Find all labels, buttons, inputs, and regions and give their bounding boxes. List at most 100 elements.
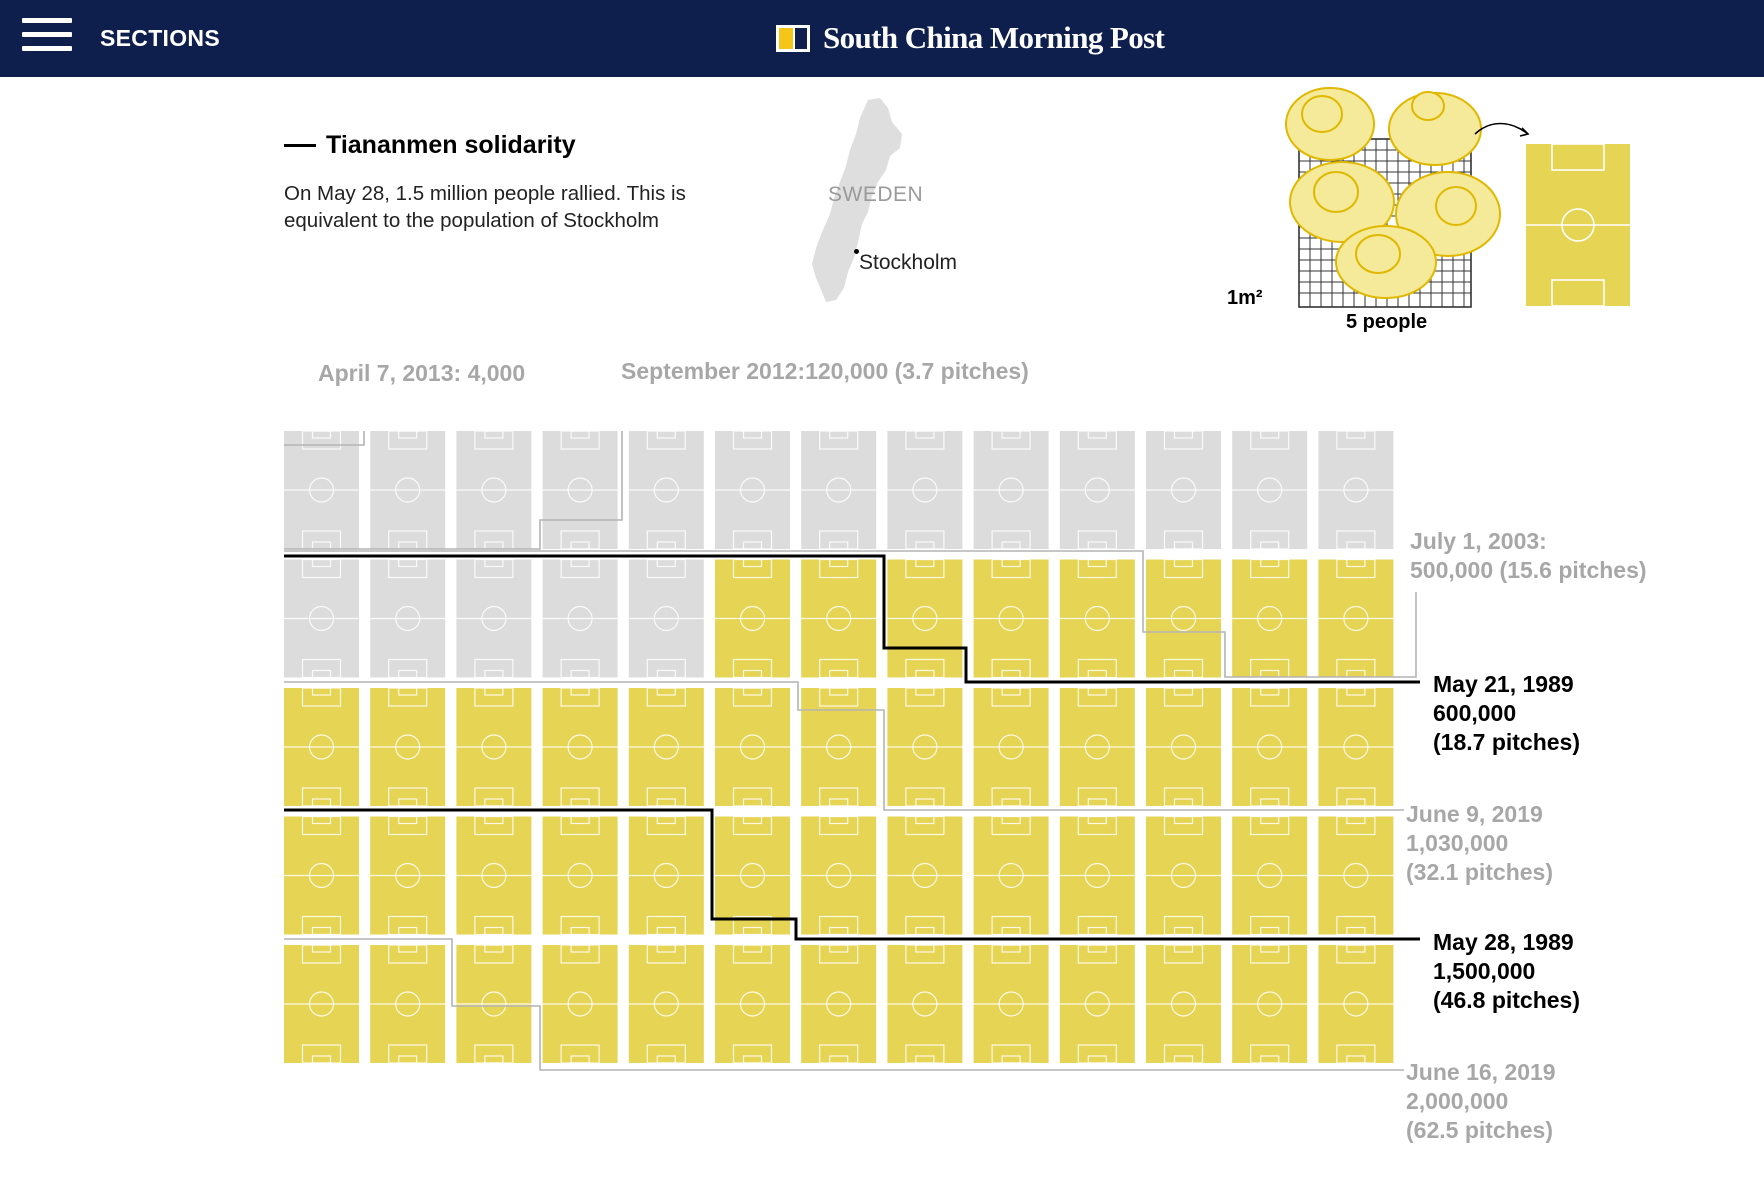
- pitch-filled: [1232, 944, 1308, 1064]
- pitch-filled: [1146, 687, 1221, 807]
- pitch-filled: [1232, 815, 1308, 936]
- crowd-scale-illustration: [1285, 87, 1630, 308]
- boundary-may-21-1989: [284, 554, 1420, 684]
- pitch-empty: [887, 430, 963, 550]
- city-dot: [854, 249, 859, 254]
- pitch-filled: [370, 815, 446, 936]
- boundary-september-2012: [284, 431, 623, 550]
- label-pitches: (46.8 pitches): [1433, 987, 1580, 1013]
- pitch-empty: [715, 430, 790, 550]
- brand-name: South China Morning Post: [823, 20, 1165, 55]
- label-september-2012: September 2012:120,000 (3.7 pitches): [621, 357, 1029, 386]
- scmp-logo-icon: [776, 24, 810, 52]
- unit-label: 1m²: [1227, 287, 1263, 309]
- pitch-filled: [1318, 944, 1394, 1064]
- pitch-filled: [1059, 558, 1135, 679]
- pitch-empty: [542, 430, 618, 550]
- label-date: September 2012:: [621, 358, 806, 384]
- pitch-empty: [542, 558, 618, 679]
- pitch-filled: [1059, 687, 1135, 807]
- pitch-filled: [973, 815, 1049, 936]
- hamburger-menu-icon[interactable]: [22, 18, 72, 52]
- pitch-filled: [715, 687, 790, 807]
- label-pitches: (18.7 pitches): [1433, 729, 1580, 755]
- pitch-empty: [801, 430, 877, 550]
- label-date: June 9, 2019: [1406, 801, 1543, 827]
- pitch-empty: [1059, 430, 1135, 550]
- label-date: April 7, 2013:: [318, 360, 462, 386]
- pitch-filled: [628, 944, 704, 1064]
- pitch-empty: [370, 558, 446, 679]
- heading-dash: [284, 144, 316, 147]
- pitch-filled: [1318, 558, 1394, 679]
- boundary-june-9-2019: [284, 681, 1404, 811]
- pitch-filled: [1146, 944, 1221, 1064]
- label-april-2013: April 7, 2013: 4,000: [318, 359, 525, 388]
- label-value: 2,000,000: [1406, 1088, 1509, 1114]
- label-value: 600,000: [1433, 700, 1517, 726]
- intro-heading: Tiananmen solidarity: [284, 131, 576, 160]
- label-june-16-2019: June 16, 2019 2,000,000 (62.5 pitches): [1406, 1058, 1556, 1145]
- pitch-empty: [284, 430, 359, 550]
- label-may-21-1989: May 21, 1989 600,000 (18.7 pitches): [1433, 670, 1580, 757]
- pitch-empty: [456, 430, 532, 550]
- intro-body: On May 28, 1.5 million people rallied. T…: [284, 182, 686, 232]
- pitch-filled: [887, 687, 963, 807]
- label-value: 120,000 (3.7 pitches): [805, 358, 1029, 384]
- people-label: 5 people: [1346, 311, 1428, 333]
- pitch-filled: [715, 944, 790, 1064]
- label-value: 1,500,000: [1433, 958, 1536, 984]
- boundary-april-2013: [284, 431, 365, 446]
- label-june-9-2019: June 9, 2019 1,030,000 (32.1 pitches): [1406, 800, 1553, 887]
- pitch-filled: [370, 944, 446, 1064]
- pitch-filled: [284, 944, 359, 1064]
- pitch-empty: [628, 558, 704, 679]
- pitch-filled: [1059, 944, 1135, 1064]
- boundary-july-2003: [284, 550, 1417, 678]
- label-value: 4,000: [467, 360, 526, 386]
- pitch-filled: [715, 558, 790, 679]
- label-pitches: (32.1 pitches): [1406, 859, 1553, 885]
- pitch-filled: [973, 558, 1049, 679]
- pitch-empty: [456, 558, 532, 679]
- pitch-filled: [542, 815, 618, 936]
- pitch-filled: [284, 687, 359, 807]
- pitch-empty: [370, 430, 446, 550]
- pitch-empty: [1318, 430, 1394, 550]
- pitch-empty: [1146, 430, 1221, 550]
- pitch-filled: [801, 558, 877, 679]
- pitch-filled: [1232, 687, 1308, 807]
- pitch-filled: [887, 815, 963, 936]
- pitch-empty: [973, 430, 1049, 550]
- pitch-filled: [456, 944, 532, 1064]
- label-pitches: (62.5 pitches): [1406, 1117, 1553, 1143]
- label-may-28-1989: May 28, 1989 1,500,000 (46.8 pitches): [1433, 928, 1580, 1015]
- label-value: 1,030,000: [1406, 830, 1509, 856]
- label-july-2003: July 1, 2003: 500,000 (15.6 pitches): [1410, 527, 1647, 585]
- pitch-filled: [1146, 815, 1221, 936]
- pitch-empty: [628, 430, 704, 550]
- pitch-filled: [542, 944, 618, 1064]
- boundary-may-28-1989: [284, 808, 1420, 941]
- label-date: May 28, 1989: [1433, 929, 1574, 955]
- people-icon: [1285, 87, 1501, 299]
- pitch-filled: [1318, 687, 1394, 807]
- brand-logo[interactable]: South China Morning Post: [776, 18, 1165, 58]
- pitch-filled: [284, 815, 359, 936]
- pitch-filled: [715, 815, 790, 936]
- pitch-filled: [801, 687, 877, 807]
- pitch-filled: [542, 687, 618, 807]
- label-date: July 1, 2003:: [1410, 528, 1547, 554]
- pitch-filled: [801, 944, 877, 1064]
- pitch-filled: [801, 815, 877, 936]
- top-navigation-bar: SECTIONS South China Morning Post: [0, 0, 1764, 77]
- pitch-filled: [456, 815, 532, 936]
- pitch-empty: [284, 558, 359, 679]
- pitch-filled: [1232, 558, 1308, 679]
- sweden-map-icon: [812, 98, 902, 302]
- city-label: Stockholm: [859, 251, 958, 274]
- sections-link[interactable]: SECTIONS: [100, 25, 220, 51]
- label-value: 500,000 (15.6 pitches): [1410, 557, 1647, 583]
- pitch-filled: [887, 944, 963, 1064]
